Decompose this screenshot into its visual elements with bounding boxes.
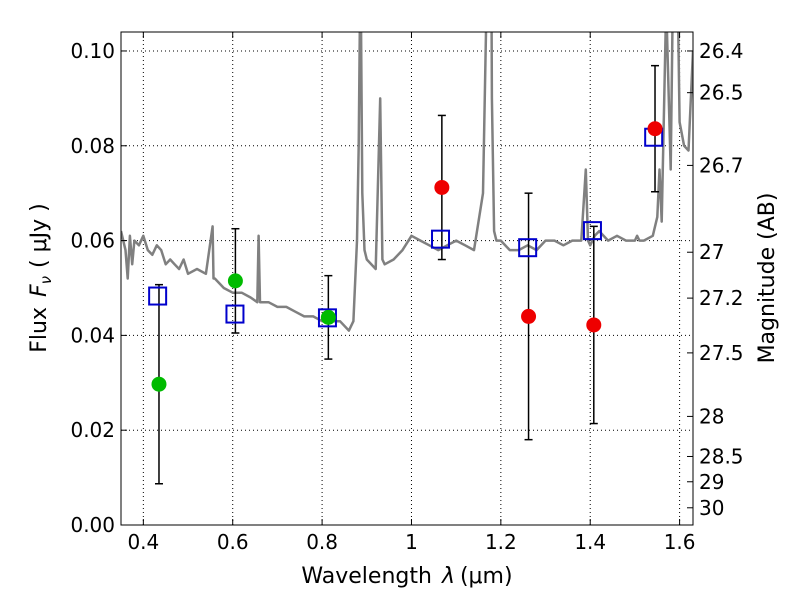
y-axis-ticks: 0.00 0.02 0.04 0.06 0.08 0.10 — [70, 39, 127, 537]
model-photometry-square-0 — [148, 286, 168, 306]
x-axis-ticks: 0.4 0.6 0.8 1 1.2 1.4 1.6 — [127, 32, 696, 554]
x-tick-label-2: 0.8 — [306, 530, 338, 554]
magnitude-axis-label: Magnitude (AB) — [755, 193, 780, 364]
mag-tick-label-9: 30 — [699, 496, 724, 520]
observed-point-3 — [434, 179, 450, 195]
plot-area — [121, 32, 693, 525]
model-photometry-square-4 — [518, 238, 538, 258]
mag-tick-label-7: 28.5 — [699, 444, 744, 468]
observed-point-5 — [586, 317, 602, 333]
model-photometry-square-5 — [582, 221, 602, 241]
model-photometry-square-1 — [225, 304, 245, 324]
x-tick-label-0: 0.4 — [127, 530, 159, 554]
mag-tick-label-0: 26.4 — [699, 39, 744, 63]
observed-point-4 — [521, 308, 537, 324]
model-photometry-square-2 — [317, 308, 337, 328]
y-tick-label-3: 0.06 — [70, 229, 115, 253]
x-tick-label-4: 1.2 — [485, 530, 517, 554]
observed-point-2 — [320, 309, 336, 325]
mag-tick-label-4: 27.2 — [699, 286, 744, 310]
plot-frame — [120, 31, 694, 526]
y-axis-label: FluxFν( μJy ) — [27, 203, 55, 352]
mag-tick-label-2: 26.7 — [699, 153, 744, 177]
mag-tick-label-6: 28 — [699, 404, 724, 428]
y-tick-label-2: 0.04 — [70, 323, 115, 347]
mag-tick-label-1: 26.5 — [699, 81, 744, 105]
model-photometry-square-3 — [431, 229, 451, 249]
y-tick-label-1: 0.02 — [70, 418, 115, 442]
observed-points — [151, 121, 663, 392]
y-tick-label-4: 0.08 — [70, 134, 115, 158]
y-tick-label-0: 0.00 — [70, 513, 115, 537]
mag-tick-label-5: 27.5 — [699, 341, 744, 365]
x-tick-label-3: 1 — [405, 530, 418, 554]
x-tick-label-6: 1.6 — [664, 530, 696, 554]
observed-point-0 — [151, 376, 167, 392]
x-axis-label: Wavelength λ (μm) — [301, 564, 512, 589]
y-tick-label-5: 0.10 — [70, 39, 115, 63]
mag-tick-label-8: 29 — [699, 470, 724, 494]
model-spectrum-layer — [121, 32, 693, 332]
x-tick-label-1: 0.6 — [217, 530, 249, 554]
x-tick-label-5: 1.4 — [574, 530, 606, 554]
observed-point-6 — [647, 121, 663, 137]
model-spectrum-line — [121, 32, 693, 332]
observed-point-1 — [227, 273, 243, 289]
mag-tick-label-3: 27 — [699, 240, 724, 264]
model-photometry-squares — [148, 127, 664, 328]
